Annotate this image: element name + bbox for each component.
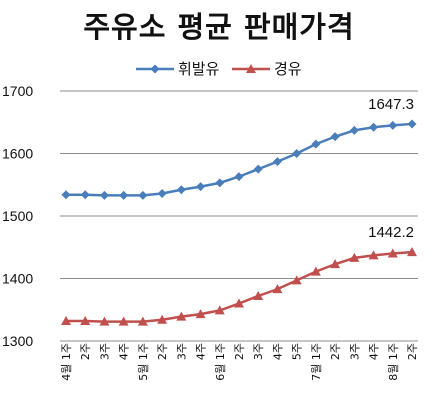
diamond-marker xyxy=(369,122,379,132)
triangle-marker xyxy=(330,259,341,269)
x-tick-label: 3주 xyxy=(252,343,265,360)
y-tick-label: 1400 xyxy=(2,271,33,287)
x-tick-label: 4주 xyxy=(195,343,208,360)
chart-title: 주유소 평균 판매가격 xyxy=(83,10,355,44)
x-tick-label: 2주 xyxy=(156,343,169,360)
diamond-marker xyxy=(311,139,321,149)
legend-triangle-marker xyxy=(246,64,256,73)
triangle-marker xyxy=(387,248,398,258)
diamond-marker xyxy=(138,190,148,200)
diamond-marker xyxy=(80,190,90,200)
triangle-marker xyxy=(368,250,379,260)
gridlines xyxy=(60,90,418,342)
diamond-marker xyxy=(119,190,129,200)
y-tick-label: 1600 xyxy=(2,146,33,162)
x-tick-label: 8월 1주 xyxy=(387,343,400,381)
diamond-marker xyxy=(292,149,302,158)
data-labels: 1647.3 1442.2 xyxy=(368,96,414,241)
diamond-marker xyxy=(176,185,186,195)
diamond-marker xyxy=(234,172,244,182)
x-tick-label: 4주 xyxy=(368,343,381,360)
diamond-marker xyxy=(215,178,225,188)
diamond-marker xyxy=(61,190,71,200)
diamond-marker xyxy=(196,182,206,192)
triangle-marker xyxy=(272,284,283,294)
diamond-marker xyxy=(253,164,263,174)
x-tick-label: 4주 xyxy=(118,343,131,360)
x-tick-label: 3주 xyxy=(348,343,361,360)
x-tick-label: 5주 xyxy=(291,343,304,360)
diamond-marker xyxy=(388,120,398,130)
y-tick-label: 1300 xyxy=(2,333,33,349)
triangle-marker xyxy=(99,316,110,326)
diamond-marker xyxy=(99,190,109,200)
triangle-marker xyxy=(118,316,129,326)
x-tick-label: 3주 xyxy=(98,343,111,360)
triangle-marker xyxy=(157,314,168,324)
diamond-marker xyxy=(157,189,167,198)
legend: 휘발유 경유 xyxy=(136,60,302,78)
triangle-marker xyxy=(407,247,417,257)
y-axis: 1300 1400 1500 1600 1700 xyxy=(2,83,33,349)
x-tick-label: 4주 xyxy=(271,343,284,360)
legend-label: 경유 xyxy=(274,60,302,78)
triangle-marker xyxy=(291,275,302,285)
diamond-marker xyxy=(272,157,282,167)
triangle-marker xyxy=(137,316,148,326)
triangle-marker xyxy=(253,291,264,300)
diamond-marker xyxy=(407,119,417,129)
triangle-marker xyxy=(61,316,71,325)
triangle-marker xyxy=(176,311,187,321)
series-line-0 xyxy=(66,122,413,197)
legend-label: 휘발유 xyxy=(178,60,220,78)
triangle-marker xyxy=(195,309,206,319)
x-tick-label: 4월 1주 xyxy=(60,343,73,381)
series-line-1 xyxy=(66,250,413,323)
diamond-marker xyxy=(330,132,340,142)
x-tick-label: 7월 1주 xyxy=(310,343,323,381)
triangle-marker xyxy=(234,298,244,308)
x-tick-label: 6월 1주 xyxy=(214,343,227,381)
y-tick-label: 1700 xyxy=(2,83,33,99)
triangle-marker xyxy=(214,305,225,315)
x-tick-label: 2주 xyxy=(233,343,246,360)
x-tick-label: 3주 xyxy=(175,343,188,360)
x-tick-label: 2주 xyxy=(79,343,92,360)
triangle-marker xyxy=(310,266,321,276)
x-tick-label: 2주 xyxy=(406,343,419,360)
data-label: 1647.3 xyxy=(368,96,414,113)
diamond-marker xyxy=(349,125,359,135)
x-tick-label: 5월 1주 xyxy=(137,343,150,381)
y-tick-label: 1500 xyxy=(2,208,33,224)
triangle-marker xyxy=(80,316,91,325)
data-label: 1442.2 xyxy=(368,224,414,241)
x-axis: 4월 1주 2주 3주 4주 5월 1주 2주 3주 4주 6월 1주 2주 3주 4주 5주 7월 1주… xyxy=(60,343,419,381)
legend-diamond-marker xyxy=(150,64,160,74)
triangle-marker xyxy=(349,252,360,262)
x-tick-label: 2주 xyxy=(329,343,342,360)
series-layer xyxy=(61,119,417,326)
